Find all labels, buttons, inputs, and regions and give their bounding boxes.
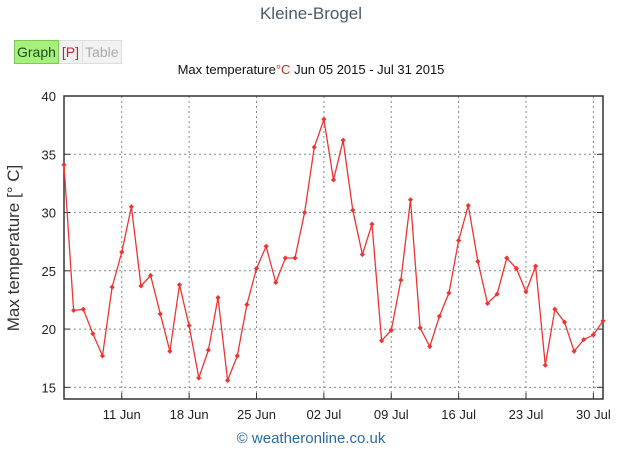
data-point <box>196 375 202 381</box>
tab-table[interactable]: Table <box>82 40 122 64</box>
data-point <box>552 306 558 312</box>
data-point <box>379 338 385 344</box>
data-point <box>225 377 231 383</box>
x-tick-label: 18 Jun <box>170 407 209 422</box>
data-point <box>427 343 433 350</box>
plot-frame <box>63 95 604 400</box>
y-tick-label: 20 <box>42 322 56 337</box>
data-point <box>90 331 96 337</box>
x-tick-label: 23 Jul <box>509 407 544 422</box>
data-point <box>167 348 173 354</box>
data-point <box>119 249 125 255</box>
series-line <box>63 119 604 381</box>
x-tick-label: 02 Jul <box>307 407 342 422</box>
data-point <box>350 207 356 213</box>
x-tick-label: 09 Jul <box>374 407 409 422</box>
y-tick-label: 35 <box>42 147 56 162</box>
data-point <box>340 137 346 143</box>
chart-title-range: Jun 05 2015 - Jul 31 2015 <box>294 62 445 77</box>
view-tabs: Graph [P] Table <box>14 40 122 64</box>
data-point <box>436 313 442 319</box>
data-point <box>504 255 510 261</box>
data-point <box>417 325 423 331</box>
data-point <box>542 362 548 368</box>
data-point <box>359 251 365 258</box>
data-point <box>446 290 452 296</box>
chart-title-text: Max temperature <box>177 62 276 77</box>
data-point <box>513 265 519 272</box>
x-tick-label: 25 Jun <box>237 407 276 422</box>
data-point <box>571 348 577 354</box>
data-point <box>273 279 279 286</box>
data-point <box>186 322 192 329</box>
data-point <box>321 116 327 122</box>
x-tick-label: 30 Jul <box>576 407 611 422</box>
data-point <box>253 265 260 272</box>
data-point <box>330 177 337 183</box>
page-title: Kleine-Brogel <box>259 4 363 23</box>
data-point <box>263 243 269 249</box>
data-point <box>475 258 481 265</box>
data-point <box>234 353 240 359</box>
data-point <box>456 237 462 244</box>
data-point <box>407 197 414 203</box>
y-tick-label: 30 <box>42 206 56 221</box>
data-point <box>138 283 144 289</box>
chart-title-unit: °C <box>275 62 291 77</box>
data-point <box>600 318 606 324</box>
data-point <box>561 319 568 325</box>
data-point <box>80 306 86 312</box>
data-point <box>176 282 183 288</box>
data-point <box>215 295 221 301</box>
axis-ticks: 15 20 25 30 35 40 11 Jun 18 Jun 25 Jun 02 Jul 09 J… <box>42 89 611 422</box>
data-point <box>311 144 317 150</box>
data-point <box>302 209 308 216</box>
data-point <box>244 302 250 308</box>
data-point <box>398 277 404 283</box>
data-point <box>128 204 134 210</box>
data-point <box>465 202 471 209</box>
grid <box>64 96 603 399</box>
data-point <box>533 263 539 269</box>
credit: © weatheronline.co.uk <box>0 430 622 447</box>
y-tick-label: 25 <box>42 264 56 279</box>
x-tick-label: 16 Jul <box>441 407 476 422</box>
data-point <box>523 289 529 295</box>
series <box>61 116 606 383</box>
chart-title: Max temperature°C Jun 05 2015 - Jul 31 2… <box>0 62 622 77</box>
tab-print[interactable]: [P] <box>58 40 83 64</box>
data-point <box>369 221 375 227</box>
data-point <box>61 162 67 168</box>
data-point <box>388 327 394 333</box>
credit-link[interactable]: weatheronline.co.uk <box>251 430 386 447</box>
data-point <box>148 272 154 279</box>
data-point <box>71 307 77 314</box>
data-point <box>581 336 587 343</box>
copyright-symbol: © <box>236 430 248 447</box>
x-tick-label: 11 Jun <box>103 407 141 422</box>
data-point <box>590 332 596 338</box>
data-point <box>484 300 491 307</box>
tab-graph[interactable]: Graph <box>14 40 59 64</box>
data-point <box>99 353 106 359</box>
y-tick-label: 40 <box>42 89 56 104</box>
data-point <box>292 255 298 261</box>
y-axis-label: Max temperature [° C] <box>4 165 23 331</box>
y-tick-label: 15 <box>42 380 56 395</box>
temperature-chart: 15 20 25 30 35 40 11 Jun 18 Jun 25 Jun 02 Jul 09 J… <box>4 89 611 422</box>
data-point <box>109 284 115 290</box>
data-point <box>157 311 163 317</box>
data-point <box>282 255 288 261</box>
data-point <box>205 347 211 353</box>
data-point <box>494 291 500 297</box>
